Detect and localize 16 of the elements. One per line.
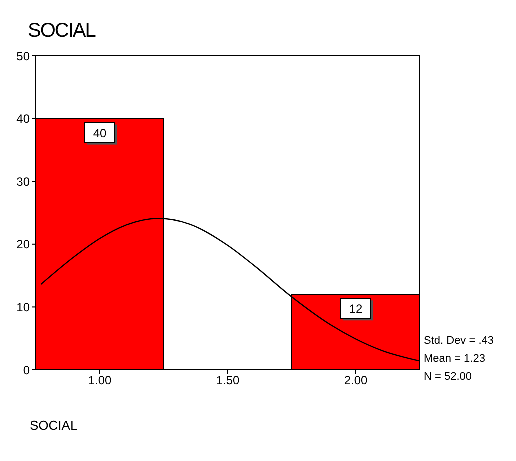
y-tick-label: 40 bbox=[16, 112, 30, 126]
text: Mean = 1.23 bbox=[424, 352, 486, 367]
data-label: 12 bbox=[349, 302, 363, 316]
text: Std. Dev = .43 bbox=[424, 334, 494, 349]
y-tick-label: 20 bbox=[16, 238, 30, 252]
y-tick-label: 10 bbox=[16, 300, 30, 314]
x-tick-label: 2.00 bbox=[344, 374, 368, 388]
y-tick-label: 30 bbox=[16, 174, 30, 189]
x-tick-label: 1.50 bbox=[216, 374, 240, 388]
y-tick-label: 50 bbox=[16, 49, 30, 64]
data-label: 40 bbox=[93, 126, 107, 140]
x-tick-label: 1.00 bbox=[88, 374, 112, 388]
text: N = 52.00 bbox=[424, 370, 474, 385]
x-axis-title: SOCIAL bbox=[30, 418, 78, 433]
chart-title: SOCIAL bbox=[28, 20, 96, 43]
y-tick-label: 0 bbox=[23, 363, 30, 378]
